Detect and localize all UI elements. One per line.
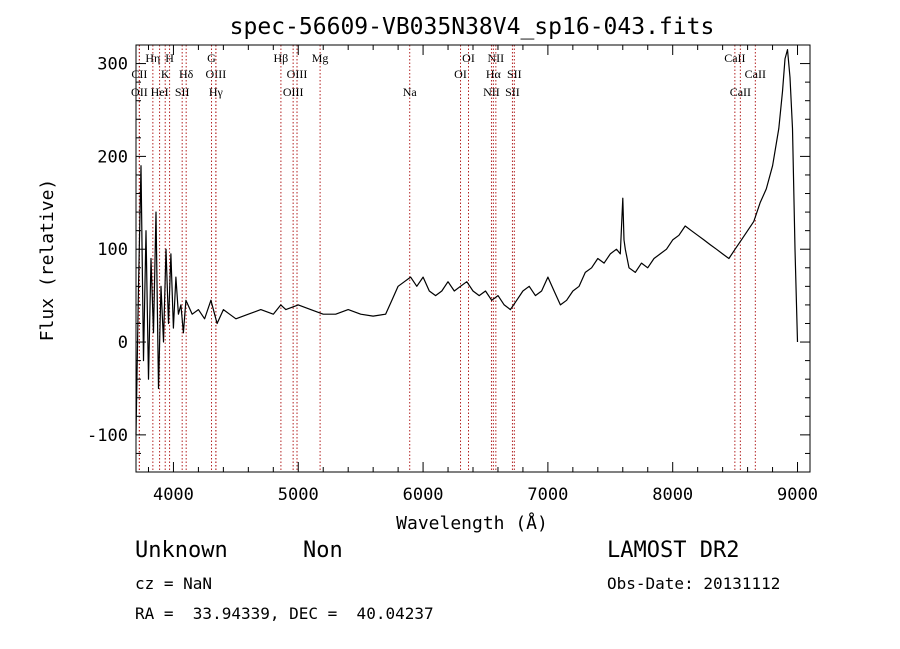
emission-line-label: OI <box>454 67 467 81</box>
spectrum-line <box>135 48 799 435</box>
emission-line-label: SII <box>507 67 522 81</box>
x-tick-label: 4000 <box>153 485 194 505</box>
chart-title: spec-56609-VB035N38V4_sp16-043.fits <box>230 14 715 40</box>
y-axis-label: Flux (relative) <box>37 179 58 342</box>
emission-line-label: OIII <box>287 67 308 81</box>
y-tick-label: 200 <box>97 147 128 167</box>
x-tick-label: 8000 <box>652 485 693 505</box>
emission-line-label: G <box>207 51 216 65</box>
emission-line-label: OI <box>462 51 475 65</box>
emission-line-markers: CIIOIIHηHeIKHSIIHδGOIIIHγHβOIIIOIIIMgNaO… <box>131 45 766 472</box>
axes: 4000 5000 6000 7000 8000 9000 -100 0 100 200 300 <box>87 44 818 505</box>
emission-line-label: Hγ <box>209 85 224 99</box>
class-label: Unknown <box>135 538 228 563</box>
y-tick-label: 300 <box>97 55 128 75</box>
x-tick-label: 5000 <box>278 485 319 505</box>
emission-line-label: Na <box>403 85 418 99</box>
redshift-label: cz = NaN <box>135 574 213 593</box>
emission-line-label: Mg <box>312 51 329 65</box>
survey-label: LAMOST DR2 <box>607 538 740 563</box>
emission-line-label: CaII <box>724 51 745 65</box>
emission-line-label: OIII <box>283 85 304 99</box>
y-tick-label: 0 <box>118 333 128 353</box>
emission-line-label: OII <box>131 85 148 99</box>
x-axis-label: Wavelength (Å) <box>396 512 548 534</box>
emission-line-label: Hη <box>145 51 160 65</box>
emission-line-label: CaII <box>730 85 751 99</box>
emission-line-label: K <box>161 67 170 81</box>
emission-line-label: CaII <box>745 67 766 81</box>
emission-line-label: Hα <box>486 67 502 81</box>
plot-frame <box>135 44 811 473</box>
emission-line-label: Hδ <box>179 67 194 81</box>
x-tick-label: 6000 <box>403 485 444 505</box>
coordinates-label: RA = 33.94339, DEC = 40.04237 <box>135 604 434 623</box>
emission-line-label: SII <box>505 85 520 99</box>
y-tick-label: 100 <box>97 240 128 260</box>
x-tick-label: 9000 <box>777 485 818 505</box>
emission-line-label: HeI <box>151 85 169 99</box>
y-tick-label: -100 <box>87 426 128 446</box>
emission-line-label: NII <box>483 85 500 99</box>
emission-line-label: NII <box>488 51 505 65</box>
emission-line-label: Hβ <box>274 51 289 65</box>
spectrum-series <box>135 48 799 435</box>
emission-line-label: SII <box>175 85 190 99</box>
emission-line-label: H <box>165 51 174 65</box>
obs-date-label: Obs-Date: 20131112 <box>607 574 781 593</box>
x-tick-label: 7000 <box>527 485 568 505</box>
subclass-label: Non <box>303 538 343 563</box>
